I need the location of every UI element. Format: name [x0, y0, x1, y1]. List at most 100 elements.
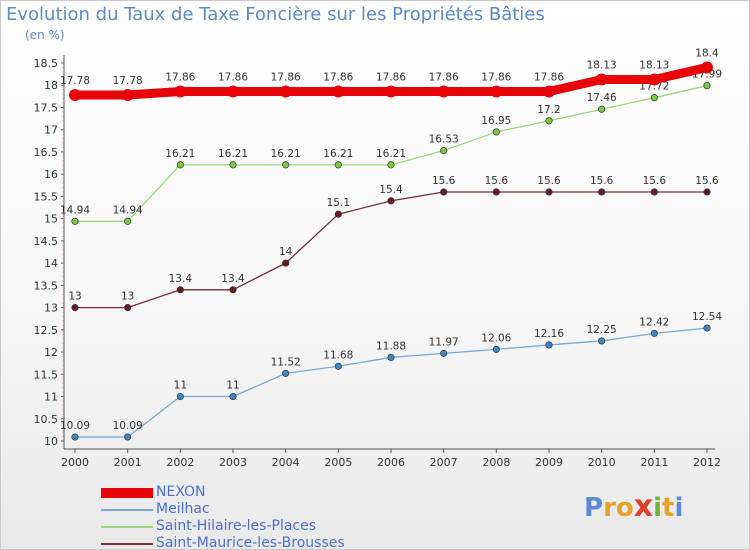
data-point — [701, 61, 713, 74]
data-label: 15.6 — [695, 175, 719, 187]
data-point — [492, 128, 500, 136]
data-point — [543, 85, 555, 98]
y-tick-label: 11.5 — [34, 368, 59, 381]
data-label: 17.86 — [481, 71, 511, 83]
data-point — [387, 197, 395, 205]
data-label: 17.86 — [534, 71, 564, 83]
chart-axes: 10 10.5 11 11.5 12 12.5 13 13.5 14 14.5 15 15.5 16 16… — [34, 55, 721, 469]
data-point — [334, 210, 342, 218]
data-point — [598, 337, 606, 345]
y-tick-label: 15.5 — [34, 190, 59, 203]
series-saint-hilaire-les-places: 14.94 14.94 16.21 16.21 16.21 16.21 16.21 16.53… — [60, 69, 722, 225]
data-point — [440, 147, 448, 155]
data-point — [124, 217, 132, 225]
logo-letter: t — [662, 493, 675, 523]
logo-letter: i — [653, 493, 663, 523]
x-tick-label: 2001 — [114, 456, 142, 469]
data-point — [598, 188, 606, 196]
y-tick-label: 15 — [44, 213, 58, 226]
data-label: 12.25 — [587, 324, 617, 336]
chart-title: Evolution du Taux de Taxe Foncière sur l… — [6, 4, 545, 25]
data-point — [174, 85, 187, 98]
data-label: 10.09 — [113, 420, 143, 432]
data-label: 13.4 — [169, 273, 193, 285]
data-label: 12.06 — [481, 332, 511, 344]
data-point — [121, 89, 134, 102]
data-label: 11 — [226, 380, 239, 392]
data-label: 17.86 — [165, 71, 195, 83]
data-label: 17.78 — [60, 75, 90, 87]
series-layer: 13 13 13.4 13.4 14 15.1 15.4 15.6 15.6 15.6 15.6 15… — [60, 47, 722, 441]
data-point — [176, 286, 184, 294]
data-point — [387, 353, 395, 361]
data-point — [334, 161, 342, 169]
data-label: 17.86 — [376, 71, 406, 83]
y-tick-label: 17 — [44, 124, 58, 137]
data-point — [279, 85, 292, 98]
x-tick-label: 2004 — [272, 456, 300, 469]
y-tick-label: 11 — [44, 391, 58, 404]
data-point — [229, 161, 237, 169]
data-label: 11.52 — [271, 356, 301, 368]
data-label: 11 — [174, 380, 187, 392]
data-label: 12.54 — [692, 311, 722, 323]
data-label: 18.13 — [587, 59, 617, 71]
data-label: 16.21 — [218, 148, 248, 160]
data-point — [545, 188, 553, 196]
data-point — [440, 349, 448, 357]
data-label: 16.21 — [376, 148, 406, 160]
legend-swatch — [101, 543, 153, 545]
y-tick-label: 12.5 — [34, 324, 59, 337]
x-tick-label: 2002 — [166, 456, 194, 469]
data-label: 13 — [121, 291, 134, 303]
data-label: 17.86 — [218, 71, 248, 83]
legend-label: Saint-Hilaire-les-Places — [156, 518, 317, 534]
data-label: 11.68 — [323, 349, 353, 361]
data-point — [387, 161, 395, 169]
chart-subtitle: (en %) — [25, 28, 65, 42]
y-tick-label: 13.5 — [34, 279, 59, 292]
data-label: 15.1 — [327, 197, 350, 209]
series-nexon: 17.78 17.78 17.86 17.86 17.86 17.86 17.86 17.86… — [60, 47, 719, 102]
y-tick-label: 14 — [44, 257, 58, 270]
x-tick-label: 2005 — [324, 456, 352, 469]
y-tick-label: 13 — [44, 302, 58, 315]
series-meilhac: 10.09 10.09 11 11 11.52 11.68 11.88 11.97 12.06 1… — [60, 311, 722, 441]
legend-swatch — [101, 526, 153, 528]
data-point — [440, 188, 448, 196]
x-tick-label: 2000 — [61, 456, 89, 469]
y-tick-label: 12 — [44, 346, 58, 359]
data-point — [124, 433, 132, 441]
y-tick-label: 14.5 — [34, 235, 59, 248]
logo-letter: o — [615, 493, 634, 523]
y-tick-label: 16.5 — [34, 146, 59, 159]
data-label: 10.09 — [60, 420, 90, 432]
data-point — [650, 188, 658, 196]
data-point — [492, 188, 500, 196]
data-label: 14.94 — [60, 204, 90, 216]
data-point — [595, 73, 608, 86]
y-tick-label: 10.5 — [34, 413, 59, 426]
legend-label: NEXON — [156, 484, 206, 500]
y-tick-label: 16 — [44, 168, 58, 181]
data-point — [545, 117, 553, 125]
data-label: 18.13 — [639, 59, 669, 71]
logo-letter: P — [584, 493, 604, 523]
x-tick-label: 2006 — [377, 456, 405, 469]
logo-letter: x — [633, 489, 654, 524]
data-point — [176, 392, 184, 401]
data-label: 17.86 — [429, 71, 459, 83]
proxiti-logo: Proxiti — [584, 489, 683, 524]
data-label: 15.6 — [537, 175, 561, 187]
data-label: 16.21 — [165, 148, 195, 160]
x-tick-label: 2011 — [640, 456, 668, 469]
data-point — [282, 369, 290, 377]
data-point — [71, 304, 79, 312]
data-point — [332, 85, 345, 98]
series-saint-maurice-les-brousses: 13 13 13.4 13.4 14 15.1 15.4 15.6 15.6 15.6 15.6 15… — [68, 175, 719, 312]
data-label: 15.6 — [590, 175, 614, 187]
data-label: 14.94 — [113, 204, 143, 216]
data-label: 17.86 — [323, 71, 353, 83]
data-point — [71, 217, 79, 225]
data-point — [703, 324, 711, 332]
